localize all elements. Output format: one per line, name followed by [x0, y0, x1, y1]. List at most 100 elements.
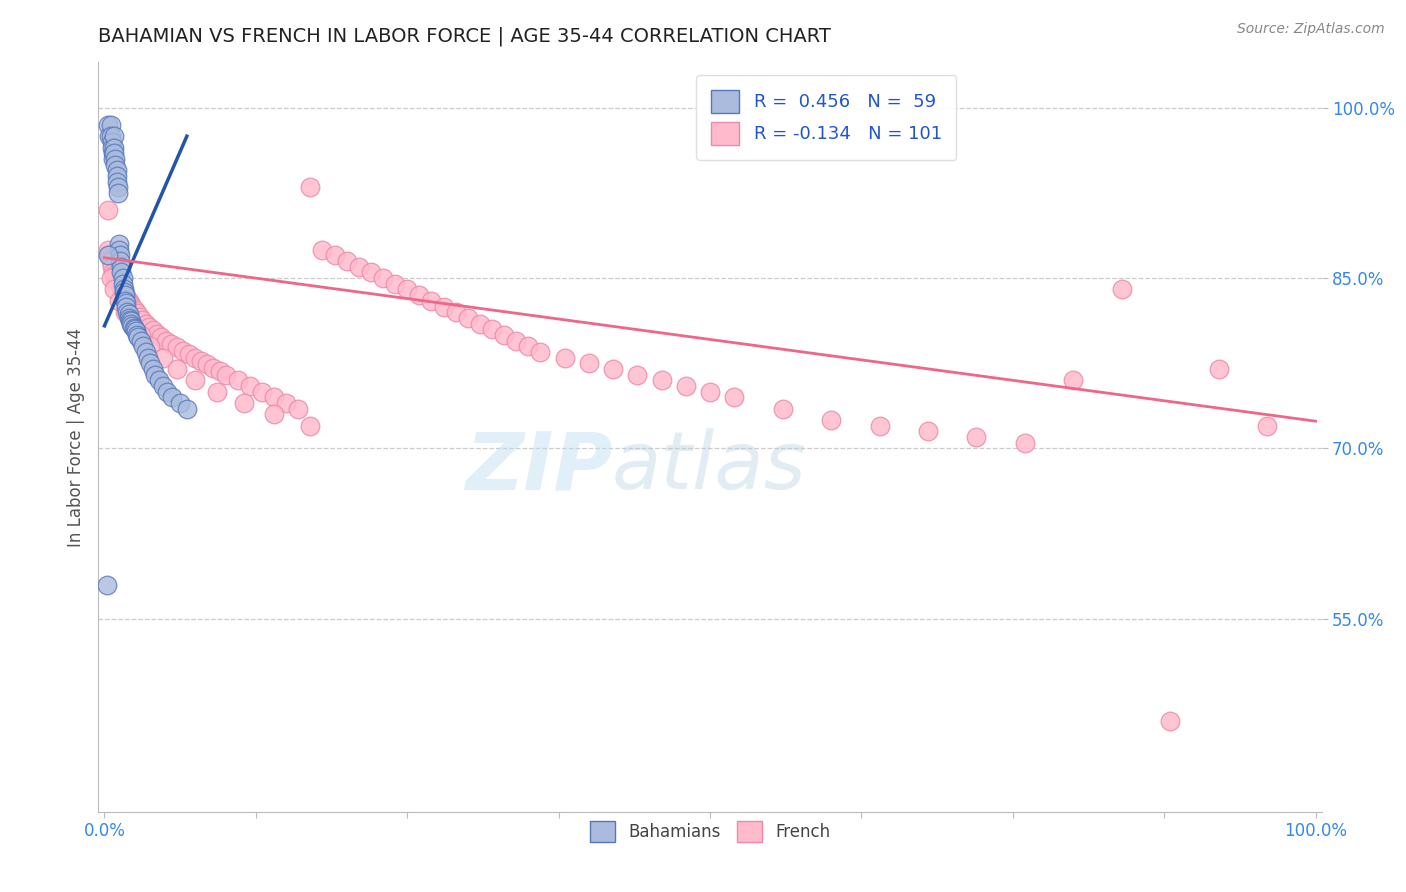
- Point: [202, 360, 225, 375]
- Point: [197, 358, 219, 372]
- Point: [444, 305, 467, 319]
- Point: [917, 425, 939, 439]
- Point: [108, 293, 131, 308]
- Text: atlas: atlas: [612, 428, 807, 506]
- Point: [396, 283, 419, 297]
- Point: [347, 260, 370, 274]
- Point: [336, 254, 359, 268]
- Point: [104, 270, 127, 285]
- Point: [626, 368, 648, 382]
- Point: [142, 362, 165, 376]
- Point: [820, 413, 842, 427]
- Point: [517, 339, 540, 353]
- Point: [263, 408, 285, 422]
- Point: [103, 140, 125, 154]
- Point: [554, 351, 576, 365]
- Point: [100, 260, 122, 274]
- Point: [145, 326, 167, 341]
- Point: [869, 418, 891, 433]
- Point: [100, 254, 122, 268]
- Point: [166, 340, 188, 354]
- Point: [98, 248, 121, 262]
- Point: [103, 146, 125, 161]
- Point: [108, 277, 131, 291]
- Point: [118, 293, 141, 308]
- Point: [107, 186, 129, 200]
- Point: [97, 118, 120, 132]
- Point: [143, 368, 166, 382]
- Point: [110, 279, 132, 293]
- Point: [100, 129, 122, 144]
- Point: [110, 265, 132, 279]
- Point: [1159, 714, 1181, 728]
- Point: [118, 296, 141, 310]
- Point: [287, 401, 309, 416]
- Point: [651, 373, 673, 387]
- Point: [263, 390, 285, 404]
- Point: [966, 430, 988, 444]
- Point: [232, 396, 254, 410]
- Point: [205, 384, 228, 399]
- Point: [360, 265, 382, 279]
- Point: [239, 379, 262, 393]
- Point: [98, 129, 121, 144]
- Point: [129, 327, 152, 342]
- Point: [1256, 418, 1278, 433]
- Y-axis label: In Labor Force | Age 35-44: In Labor Force | Age 35-44: [66, 327, 84, 547]
- Point: [114, 293, 136, 308]
- Point: [117, 292, 139, 306]
- Point: [420, 293, 443, 308]
- Point: [156, 384, 179, 399]
- Point: [1111, 283, 1133, 297]
- Point: [114, 288, 136, 302]
- Point: [602, 362, 624, 376]
- Point: [226, 373, 249, 387]
- Text: BAHAMIAN VS FRENCH IN LABOR FORCE | AGE 35-44 CORRELATION CHART: BAHAMIAN VS FRENCH IN LABOR FORCE | AGE …: [98, 27, 831, 46]
- Point: [675, 379, 697, 393]
- Point: [101, 146, 124, 161]
- Point: [108, 243, 131, 257]
- Point: [124, 302, 146, 317]
- Point: [323, 248, 346, 262]
- Point: [120, 314, 142, 328]
- Point: [101, 265, 124, 279]
- Point: [184, 351, 207, 365]
- Point: [148, 373, 170, 387]
- Point: [155, 334, 177, 348]
- Point: [160, 337, 183, 351]
- Point: [166, 362, 188, 376]
- Point: [121, 317, 143, 331]
- Point: [118, 308, 141, 322]
- Point: [184, 373, 207, 387]
- Point: [107, 275, 129, 289]
- Point: [100, 271, 122, 285]
- Point: [129, 334, 152, 348]
- Point: [96, 577, 118, 591]
- Point: [384, 277, 406, 291]
- Point: [117, 305, 139, 319]
- Point: [108, 237, 131, 252]
- Point: [111, 283, 134, 297]
- Point: [172, 343, 194, 358]
- Point: [105, 272, 128, 286]
- Point: [152, 379, 174, 393]
- Point: [276, 396, 298, 410]
- Point: [190, 354, 212, 368]
- Point: [112, 285, 135, 299]
- Legend: Bahamians, French: Bahamians, French: [583, 814, 837, 848]
- Point: [128, 310, 150, 324]
- Point: [110, 260, 132, 274]
- Point: [97, 243, 120, 257]
- Point: [105, 169, 128, 183]
- Point: [101, 152, 124, 166]
- Point: [371, 271, 394, 285]
- Point: [162, 390, 184, 404]
- Point: [214, 368, 236, 382]
- Point: [131, 313, 153, 327]
- Point: [105, 163, 128, 178]
- Point: [124, 322, 146, 336]
- Point: [100, 118, 122, 132]
- Point: [103, 268, 125, 282]
- Point: [127, 306, 149, 320]
- Point: [97, 248, 120, 262]
